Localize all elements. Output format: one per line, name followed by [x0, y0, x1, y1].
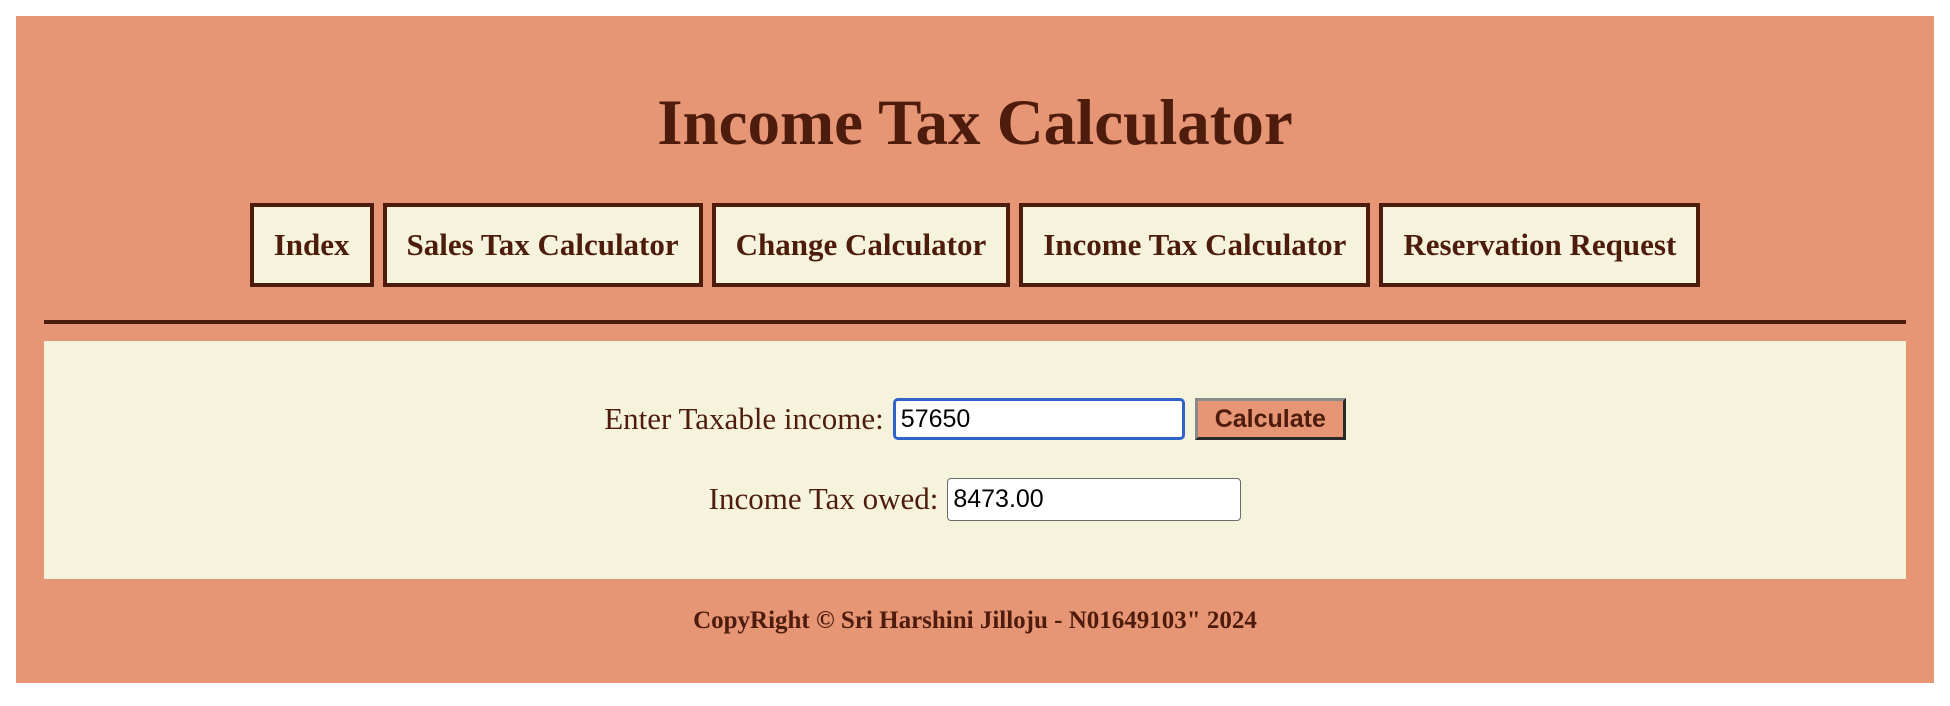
page-title: Income Tax Calculator: [16, 88, 1934, 158]
taxable-income-input[interactable]: [893, 398, 1185, 440]
income-tax-owed-label: Income Tax owed:: [709, 481, 939, 517]
calculate-button[interactable]: Calculate: [1195, 398, 1346, 440]
nav-item-change-calculator[interactable]: Change Calculator: [712, 203, 1011, 287]
taxable-income-label: Enter Taxable income:: [604, 401, 884, 437]
footer-copyright: CopyRight © Sri Harshini Jilloju - N0164…: [16, 607, 1934, 635]
nav-item-sales-tax-calculator[interactable]: Sales Tax Calculator: [383, 203, 703, 287]
main-nav: Index Sales Tax Calculator Change Calcul…: [16, 203, 1934, 287]
nav-item-reservation-request[interactable]: Reservation Request: [1379, 203, 1700, 287]
nav-item-income-tax-calculator[interactable]: Income Tax Calculator: [1019, 203, 1370, 287]
nav-divider: [44, 320, 1906, 324]
calculator-panel: Enter Taxable income: Calculate Income T…: [44, 341, 1906, 579]
nav-item-index[interactable]: Index: [250, 203, 374, 287]
owed-row: Income Tax owed:: [44, 476, 1906, 522]
income-tax-owed-output[interactable]: [947, 478, 1241, 521]
page-container: Income Tax Calculator Index Sales Tax Ca…: [16, 16, 1934, 683]
income-row: Enter Taxable income: Calculate: [44, 397, 1906, 441]
